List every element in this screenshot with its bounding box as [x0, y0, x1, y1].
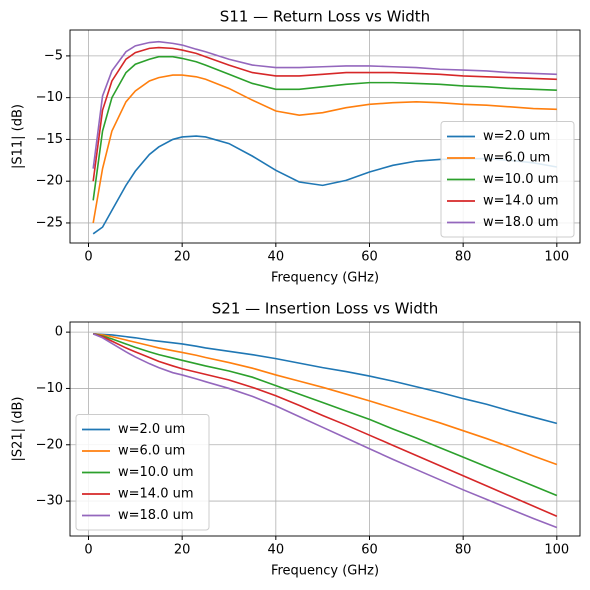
chart-title: S21 — Insertion Loss vs Width	[212, 300, 439, 318]
y-tick-label: −15	[36, 132, 63, 147]
x-tick-label: 0	[84, 543, 92, 558]
y-tick-label: 0	[55, 325, 63, 340]
legend-label: w=14.0 um	[118, 487, 194, 502]
x-axis-label: Frequency (GHz)	[271, 564, 379, 579]
series-line	[92, 333, 558, 518]
x-tick-label: 100	[544, 543, 569, 558]
y-tick-label: −20	[36, 437, 63, 452]
axes-frame	[69, 321, 581, 537]
series-line	[92, 46, 557, 182]
y-tick-label: −25	[36, 215, 63, 230]
series-line	[92, 40, 557, 169]
series-line	[92, 55, 557, 201]
legend-label: w=10.0 um	[118, 465, 194, 480]
x-tick-label: 80	[455, 250, 472, 265]
series-line	[92, 333, 558, 529]
y-tick-label: −10	[36, 381, 63, 396]
x-tick-label: 20	[174, 250, 191, 265]
chart-title: S11 — Return Loss vs Width	[220, 8, 430, 26]
legend-box	[75, 414, 210, 531]
y-axis-label: |S11| (dB)	[11, 104, 26, 169]
legend-label: w=18.0 um	[483, 215, 559, 230]
y-tick-label: −30	[36, 494, 63, 509]
y-axis-label: |S21| (dB)	[11, 397, 26, 462]
legend-label: w=2.0 um	[483, 129, 550, 144]
series-line	[92, 74, 557, 224]
x-tick-label: 100	[544, 250, 569, 265]
x-tick-label: 60	[361, 250, 378, 265]
legend-label: w=18.0 um	[118, 508, 194, 523]
y-tick-label: −10	[36, 90, 63, 105]
x-tick-label: 40	[268, 250, 285, 265]
series-line	[92, 333, 558, 497]
legend-label: w=10.0 um	[483, 172, 559, 187]
series-line	[93, 333, 558, 425]
legend-label: w=2.0 um	[118, 422, 185, 437]
x-tick-label: 60	[361, 543, 378, 558]
x-tick-label: 80	[455, 543, 472, 558]
x-tick-label: 20	[174, 543, 191, 558]
x-tick-label: 0	[84, 250, 92, 265]
x-tick-label: 40	[268, 543, 285, 558]
legend-label: w=14.0 um	[483, 194, 559, 209]
legend-label: w=6.0 um	[483, 151, 550, 166]
x-axis-label: Frequency (GHz)	[271, 271, 379, 286]
legend-box	[440, 121, 575, 238]
y-tick-label: −20	[36, 174, 63, 189]
y-tick-label: −5	[44, 48, 63, 63]
legend-label: w=6.0 um	[118, 444, 185, 459]
series-line	[93, 333, 558, 466]
axes-frame	[69, 29, 581, 244]
